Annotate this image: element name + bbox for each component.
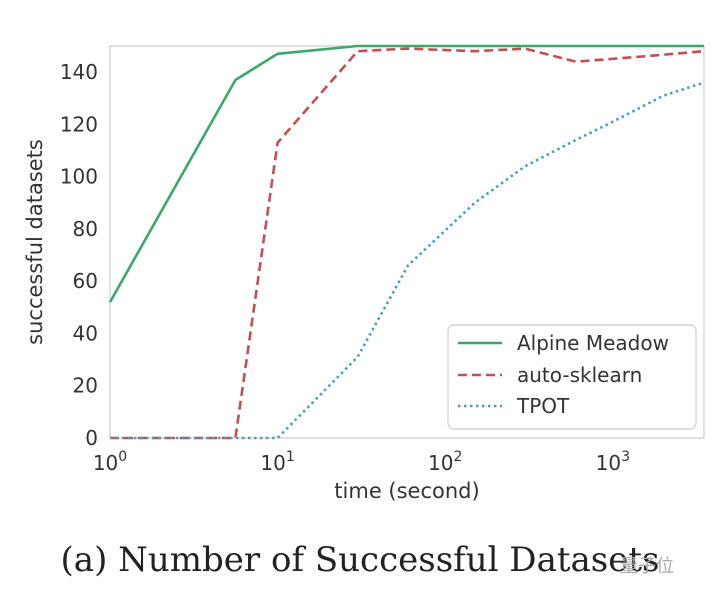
y-tick-label: 80 — [73, 217, 98, 241]
y-tick-label: 140 — [60, 60, 98, 84]
x-tick-label: 103 — [596, 449, 630, 475]
x-tick-label: 100 — [93, 449, 127, 475]
figure-caption: (a) Number of Successful Datasets — [60, 540, 660, 580]
legend-box — [447, 324, 697, 430]
y-tick-label: 100 — [60, 165, 98, 189]
series-line-tpot — [110, 81, 705, 440]
y-axis-label: successful datasets — [23, 139, 47, 345]
y-tick-label: 40 — [73, 321, 98, 345]
x-axis-label: time (second) — [334, 479, 479, 503]
watermark: 量子位 — [620, 556, 674, 577]
y-tick-label: 20 — [73, 374, 98, 398]
y-tick-label: 120 — [60, 112, 98, 136]
legend: Alpine Meadow auto-sklearn TPOT — [447, 324, 697, 430]
x-tick-label: 101 — [260, 449, 294, 475]
x-tick-label: 102 — [428, 449, 462, 475]
y-tick-label: 0 — [85, 426, 98, 450]
x-tick-labels: 100 101 102 103 — [93, 449, 630, 475]
series-line-auto-sklearn — [110, 47, 705, 440]
y-tick-label: 60 — [73, 269, 98, 293]
series-layer — [108, 44, 705, 440]
legend-label-alpine-meadow: Alpine Meadow — [517, 331, 669, 355]
legend-label-auto-sklearn: auto-sklearn — [517, 363, 642, 387]
line-chart: 0 20 40 60 80 100 120 140 100 101 102 103 time (se… — [23, 44, 705, 503]
legend-label-tpot: TPOT — [516, 394, 570, 418]
y-tick-labels: 0 20 40 60 80 100 120 140 — [60, 60, 98, 450]
series-line-alpine-meadow — [108, 44, 704, 303]
